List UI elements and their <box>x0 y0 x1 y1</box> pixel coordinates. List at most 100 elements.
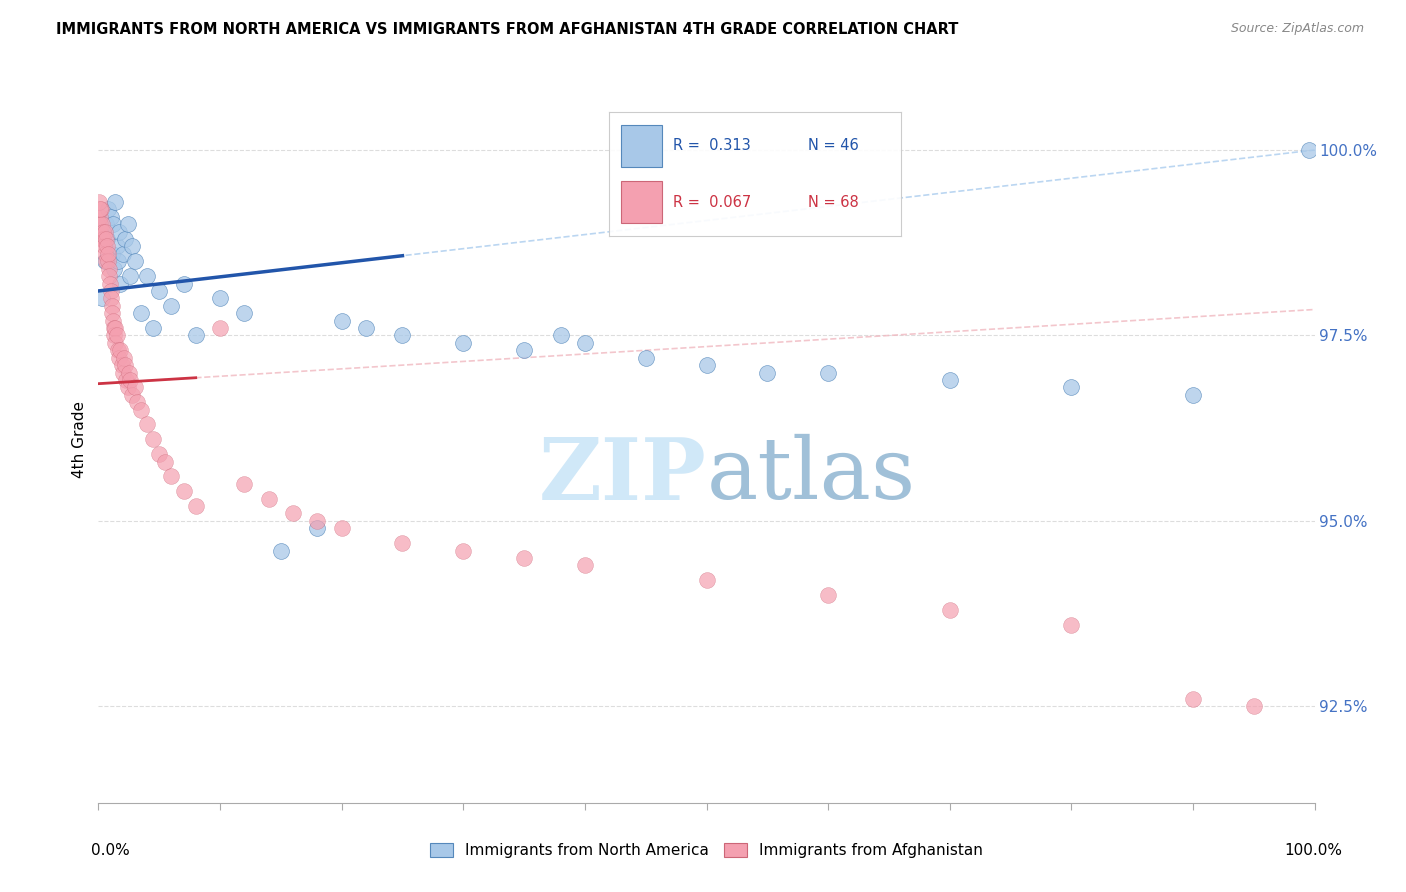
Point <box>127 395 149 409</box>
Point <box>136 269 159 284</box>
Point <box>105 328 128 343</box>
Point <box>111 247 134 261</box>
Point <box>105 239 128 253</box>
Point <box>939 603 962 617</box>
Point <box>233 306 256 320</box>
Point <box>118 373 141 387</box>
Point <box>96 254 118 268</box>
Point <box>101 299 124 313</box>
Point <box>574 558 596 573</box>
Point <box>160 469 183 483</box>
Point <box>93 254 115 268</box>
Point <box>155 454 177 468</box>
Point <box>173 484 195 499</box>
Legend: Immigrants from North America, Immigrants from Afghanistan: Immigrants from North America, Immigrant… <box>423 837 990 864</box>
Text: 100.0%: 100.0% <box>1285 843 1343 858</box>
Point <box>89 202 111 217</box>
Point <box>173 277 195 291</box>
Point <box>513 551 536 566</box>
Point <box>97 261 120 276</box>
Point <box>696 358 718 372</box>
Point <box>354 321 377 335</box>
Point <box>634 351 657 365</box>
Point <box>1182 692 1205 706</box>
Point <box>103 328 125 343</box>
Point <box>142 433 165 447</box>
Point <box>104 335 127 350</box>
Point <box>307 521 329 535</box>
Point <box>101 306 124 320</box>
Point <box>184 328 207 343</box>
Point <box>1182 388 1205 402</box>
Point <box>118 366 141 380</box>
Point <box>281 507 304 521</box>
Point <box>115 373 138 387</box>
Point <box>550 328 572 343</box>
Point <box>391 536 413 550</box>
Point <box>96 254 118 268</box>
Text: Source: ZipAtlas.com: Source: ZipAtlas.com <box>1230 22 1364 36</box>
Point <box>107 254 129 268</box>
Point <box>114 232 136 246</box>
Point <box>817 366 839 380</box>
Point <box>696 574 718 588</box>
Point <box>121 388 143 402</box>
Point <box>142 321 165 335</box>
Point <box>94 217 117 231</box>
Point <box>112 351 135 365</box>
Point <box>100 284 122 298</box>
Point <box>148 284 170 298</box>
Point <box>97 202 120 217</box>
Point <box>129 402 152 417</box>
Point <box>103 261 125 276</box>
Point <box>108 351 131 365</box>
Point <box>1060 380 1083 394</box>
Point <box>110 343 132 358</box>
Point <box>1298 143 1320 157</box>
Point <box>101 313 124 327</box>
Point <box>129 306 152 320</box>
Point <box>101 217 124 231</box>
Point <box>453 543 475 558</box>
Point <box>117 217 139 231</box>
Point <box>104 321 127 335</box>
Point <box>148 447 170 461</box>
Point <box>1243 699 1265 714</box>
Point <box>1060 617 1083 632</box>
Point <box>89 194 111 209</box>
Point <box>817 588 839 602</box>
Point <box>391 328 413 343</box>
Point <box>118 269 141 284</box>
Point <box>257 491 280 506</box>
Point <box>184 499 207 513</box>
Point <box>100 210 122 224</box>
Point <box>513 343 536 358</box>
Point <box>89 210 111 224</box>
Point <box>121 239 143 253</box>
Point <box>100 291 122 305</box>
Point <box>124 254 146 268</box>
Text: ZIP: ZIP <box>538 434 707 517</box>
Point <box>330 521 353 535</box>
Point <box>91 291 114 305</box>
Point <box>98 277 121 291</box>
Point <box>91 225 114 239</box>
Point <box>117 380 139 394</box>
Point <box>110 358 132 372</box>
Point <box>574 335 596 350</box>
Point <box>93 225 115 239</box>
Point <box>111 366 134 380</box>
Point <box>94 247 117 261</box>
Point <box>96 239 118 253</box>
Point <box>209 291 232 305</box>
Text: atlas: atlas <box>707 434 915 517</box>
Point <box>110 277 132 291</box>
Point <box>209 321 232 335</box>
Point <box>96 232 118 246</box>
Text: 0.0%: 0.0% <box>91 843 131 858</box>
Point <box>124 380 146 394</box>
Y-axis label: 4th Grade: 4th Grade <box>72 401 87 478</box>
Point <box>98 269 121 284</box>
Point <box>160 299 183 313</box>
Point <box>233 476 256 491</box>
